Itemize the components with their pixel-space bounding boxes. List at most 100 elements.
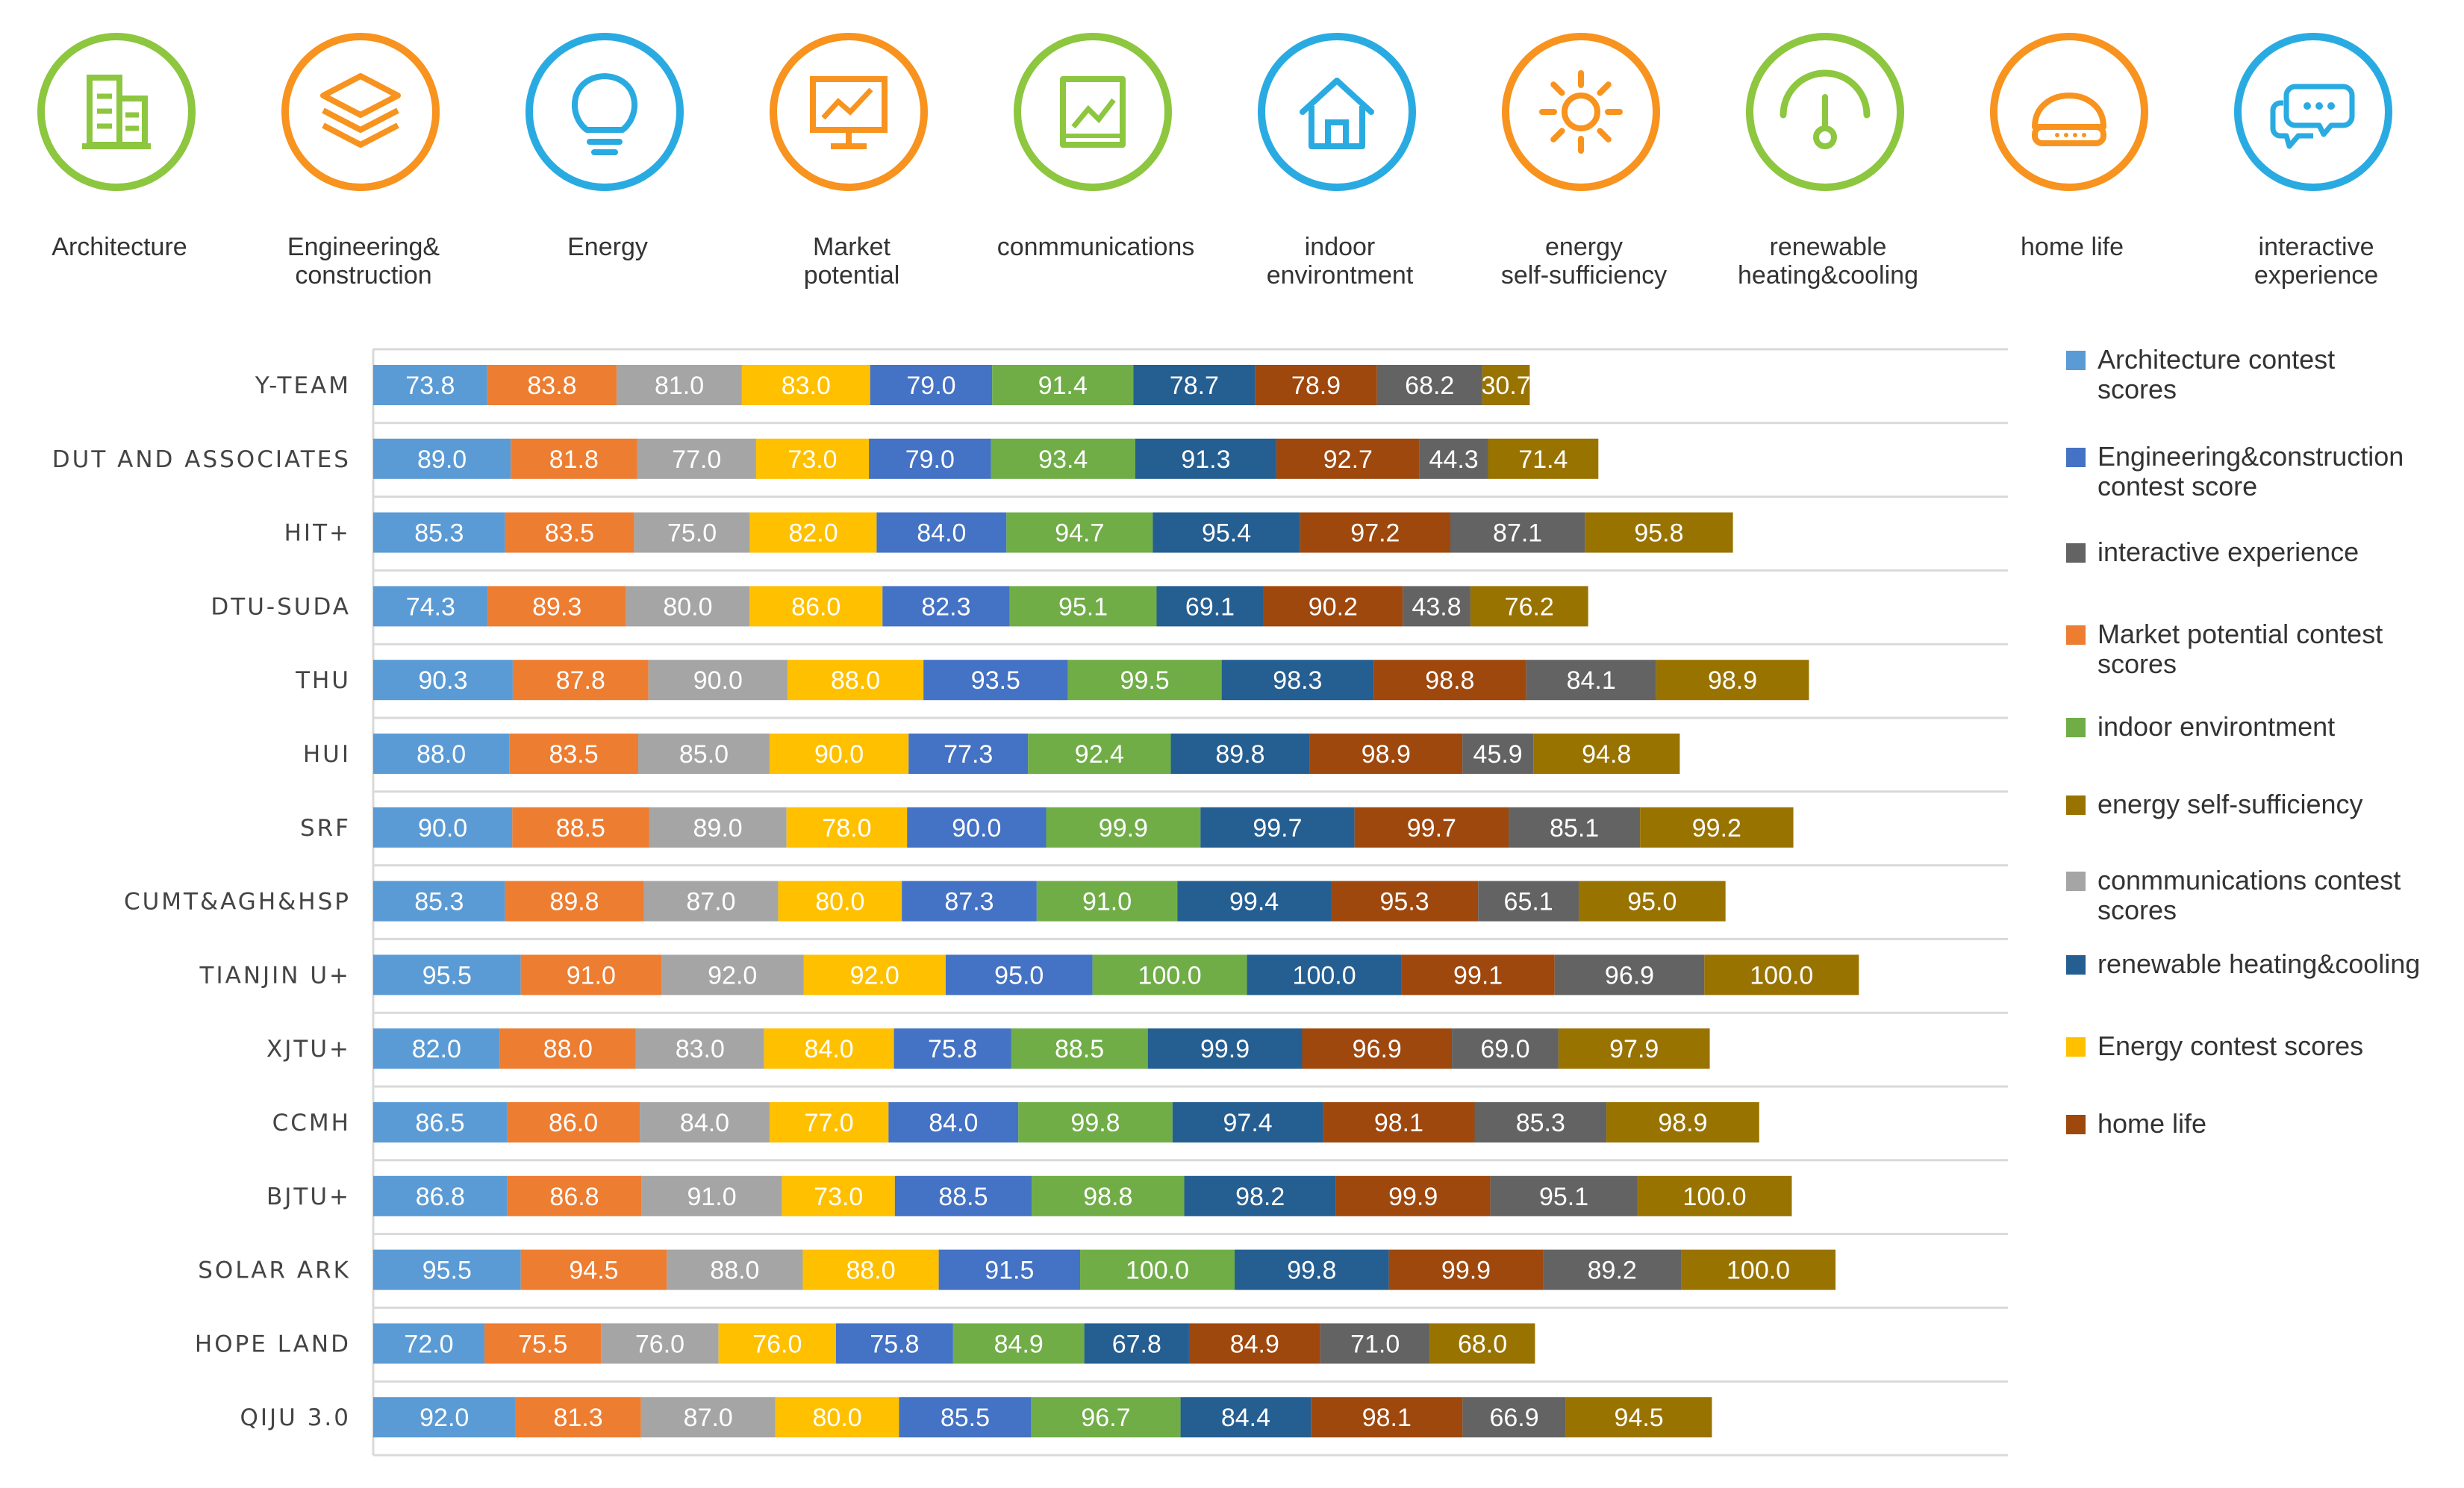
legend-swatch bbox=[2066, 1115, 2086, 1134]
segment-value-label: 75.0 bbox=[667, 519, 717, 548]
bar-segment-energy bbox=[634, 512, 750, 553]
bar-row: QIJU 3.0 92.0 81.3 87.0 80.0 85.5 96.7 84.4 98.1… bbox=[240, 1397, 1712, 1438]
legend-label: interactive experience bbox=[2097, 537, 2359, 567]
legend-swatch bbox=[2066, 1037, 2086, 1057]
bar-segment-energy bbox=[641, 1175, 782, 1216]
segment-value-label: 67.8 bbox=[1112, 1330, 1161, 1358]
segment-value-label: 95.1 bbox=[1058, 593, 1108, 621]
segment-value-label: 84.0 bbox=[805, 1035, 854, 1063]
segment-value-label: 83.5 bbox=[549, 740, 598, 769]
bar-segment-architecture bbox=[373, 954, 521, 995]
bar-segment-engineering bbox=[507, 1102, 640, 1142]
segment-value-label: 100.0 bbox=[1727, 1257, 1790, 1285]
segment-value-label: 80.0 bbox=[663, 593, 712, 621]
bar-segment-market bbox=[775, 1397, 899, 1438]
segment-value-label: 89.8 bbox=[1215, 740, 1264, 769]
segment-value-label: 85.3 bbox=[414, 519, 464, 548]
bar-segment-architecture bbox=[373, 512, 505, 553]
segment-value-label: 92.0 bbox=[708, 961, 757, 990]
bar-segment-self_sufficiency bbox=[1170, 734, 1310, 774]
segment-value-label: 99.8 bbox=[1070, 1109, 1120, 1137]
segment-value-label: 80.0 bbox=[813, 1404, 862, 1432]
segment-value-label: 93.4 bbox=[1038, 446, 1088, 474]
bar-segment-engineering bbox=[484, 1323, 602, 1364]
segment-value-label: 98.1 bbox=[1362, 1404, 1412, 1432]
segment-value-label: 88.5 bbox=[1055, 1035, 1104, 1063]
category-label: renewable heating&cooling bbox=[1738, 233, 1918, 290]
legend-swatch bbox=[2066, 872, 2086, 891]
bar-segment-energy bbox=[667, 1249, 803, 1290]
segment-value-label: 78.0 bbox=[822, 814, 871, 843]
bar-segment-architecture bbox=[373, 1028, 500, 1069]
segment-value-label: 91.3 bbox=[1181, 446, 1230, 474]
bar-segment-energy bbox=[640, 1397, 776, 1438]
bar-segment-architecture bbox=[373, 807, 513, 848]
bar-segment-indoor bbox=[1080, 1249, 1235, 1290]
bar-segment-renewable bbox=[1188, 1323, 1320, 1364]
segment-value-label: 89.0 bbox=[693, 814, 743, 843]
bar-segment-renewable bbox=[1311, 1397, 1463, 1438]
bar-segment-communications bbox=[869, 438, 991, 479]
bar-row: TIANJIN U+ 95.5 91.0 92.0 92.0 95.0 100.0 100.0… bbox=[199, 954, 1859, 995]
segment-value-label: 72.0 bbox=[404, 1330, 453, 1358]
bar-segment-indoor bbox=[991, 438, 1135, 479]
bar-segment-market bbox=[803, 954, 946, 995]
legend-swatch bbox=[2066, 351, 2086, 370]
bar-segment-renewable bbox=[1309, 734, 1463, 774]
segment-value-label: 91.0 bbox=[567, 961, 616, 990]
bar-segment-energy bbox=[661, 954, 804, 995]
segment-value-label: 97.2 bbox=[1350, 519, 1400, 548]
bar-segment-interactive bbox=[1585, 512, 1733, 553]
bar-segment-renewable bbox=[1263, 586, 1403, 627]
team-label: BJTU+ bbox=[266, 1184, 351, 1210]
segment-value-label: 91.5 bbox=[985, 1257, 1034, 1285]
bar-segment-market bbox=[787, 660, 924, 701]
legend-label: Energy contest scores bbox=[2097, 1031, 2363, 1061]
segment-value-label: 100.0 bbox=[1126, 1257, 1189, 1285]
segment-value-label: 78.7 bbox=[1170, 372, 1219, 400]
bar-segment-renewable bbox=[1401, 954, 1555, 995]
segment-value-label: 83.0 bbox=[676, 1035, 725, 1063]
bar-row: Y-TEAM 73.8 83.8 81.0 83.0 79.0 91.4 78.7 78.9 68… bbox=[255, 365, 1531, 405]
bar-segment-engineering bbox=[520, 954, 662, 995]
segment-value-label: 66.9 bbox=[1489, 1404, 1538, 1432]
segment-value-label: 88.0 bbox=[543, 1035, 593, 1063]
bar-segment-home_life bbox=[1509, 807, 1641, 848]
bar-segment-communications bbox=[907, 807, 1047, 848]
bar-segment-indoor bbox=[992, 365, 1134, 405]
segment-value-label: 82.0 bbox=[412, 1035, 461, 1063]
segment-value-label: 88.0 bbox=[417, 740, 466, 769]
segment-value-label: 99.2 bbox=[1692, 814, 1741, 843]
segment-value-label: 89.2 bbox=[1588, 1257, 1637, 1285]
gauge-icon bbox=[1746, 33, 1904, 191]
bar-segment-engineering bbox=[509, 734, 639, 774]
legend-label: energy self-sufficiency bbox=[2097, 789, 2363, 819]
segment-value-label: 83.8 bbox=[527, 372, 576, 400]
bar-segment-market bbox=[769, 1102, 889, 1142]
segment-value-label: 71.4 bbox=[1518, 446, 1568, 474]
segment-value-label: 88.0 bbox=[831, 666, 880, 695]
bar-segment-self_sufficiency bbox=[1235, 1249, 1389, 1290]
bar-segment-engineering bbox=[512, 660, 649, 701]
bar-segment-communications bbox=[882, 586, 1010, 627]
bar-segment-energy bbox=[617, 365, 742, 405]
bar-segment-communications bbox=[945, 954, 1093, 995]
bar-segment-renewable bbox=[1300, 512, 1450, 553]
segment-value-label: 84.9 bbox=[994, 1330, 1044, 1358]
bar-segment-renewable bbox=[1302, 1028, 1453, 1069]
legend-swatch bbox=[2066, 448, 2086, 467]
bar-segment-home_life bbox=[1403, 586, 1470, 627]
bar-segment-home_life bbox=[1526, 660, 1656, 701]
bar-segment-market bbox=[782, 1175, 895, 1216]
bar-segment-self_sufficiency bbox=[1172, 1102, 1323, 1142]
bar-segment-renewable bbox=[1323, 1102, 1475, 1142]
segment-value-label: 73.8 bbox=[405, 372, 455, 400]
segment-value-label: 84.9 bbox=[1230, 1330, 1279, 1358]
segment-value-label: 95.0 bbox=[994, 961, 1044, 990]
segment-value-label: 99.9 bbox=[1388, 1183, 1438, 1211]
bar-segment-market bbox=[749, 512, 877, 553]
bar-segment-communications bbox=[888, 1102, 1019, 1142]
bar-segment-market bbox=[786, 807, 908, 848]
segment-value-label: 91.0 bbox=[1082, 888, 1132, 916]
segment-value-label: 99.9 bbox=[1441, 1257, 1491, 1285]
